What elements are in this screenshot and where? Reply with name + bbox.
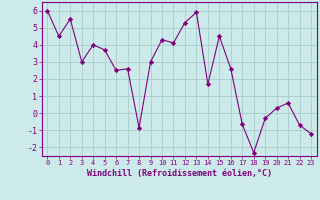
X-axis label: Windchill (Refroidissement éolien,°C): Windchill (Refroidissement éolien,°C) (87, 169, 272, 178)
